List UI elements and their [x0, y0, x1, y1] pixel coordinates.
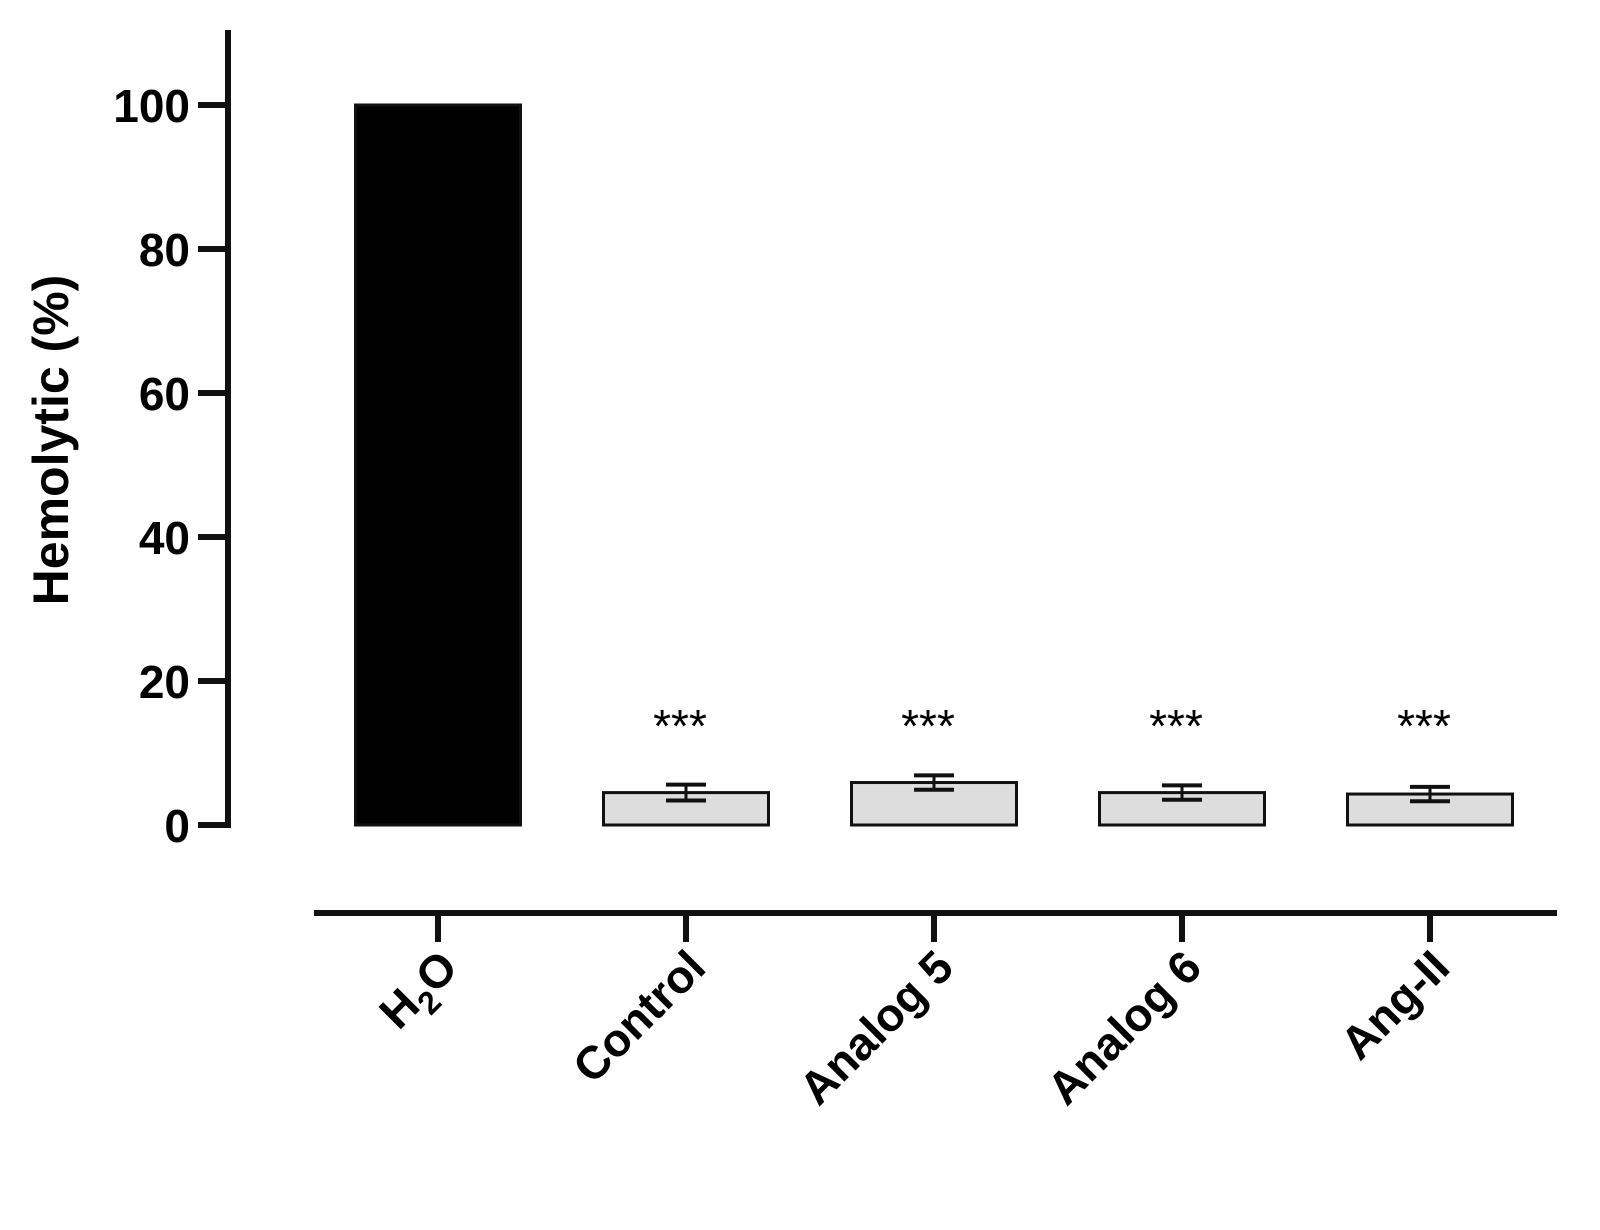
y-axis-label: Hemolytic (%)	[23, 275, 79, 606]
x-tick-label: Control	[563, 940, 715, 1092]
x-tick-label: Analog 5	[789, 940, 963, 1114]
x-axis: H2O Control Analog 5 Analog 6 Ang-II	[314, 910, 1557, 1114]
y-tick-label: 100	[113, 80, 190, 132]
y-axis: 0 20 40 60 80 100	[113, 30, 231, 852]
significance-annotation: ***	[901, 700, 955, 752]
y-tick-label: 40	[139, 512, 190, 564]
y-tick-label: 80	[139, 224, 190, 276]
significance-annotation: ***	[653, 700, 707, 752]
y-tick-label: 20	[139, 656, 190, 708]
bar	[354, 103, 522, 827]
x-tick-label: H2O	[369, 940, 474, 1045]
y-tick-label: 60	[139, 368, 190, 420]
y-tick-label: 0	[164, 800, 190, 852]
bars: *** *** *** ***	[354, 103, 1514, 827]
x-tick-label: Analog 6	[1037, 940, 1211, 1114]
x-tick-label: Ang-II	[1330, 940, 1459, 1069]
significance-annotation: ***	[1149, 700, 1203, 752]
significance-annotation: ***	[1397, 700, 1451, 752]
bar	[602, 791, 770, 827]
